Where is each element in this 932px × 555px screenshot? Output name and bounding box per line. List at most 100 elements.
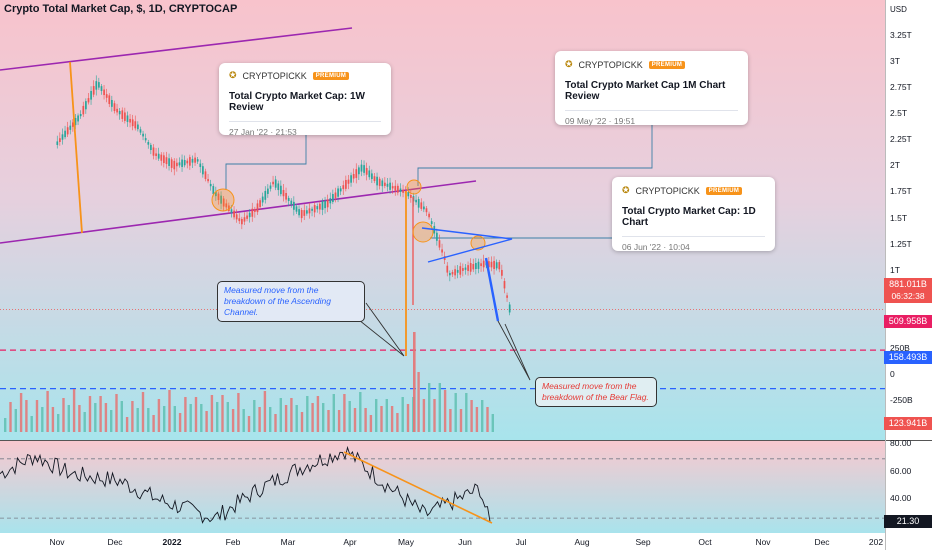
volume-bar bbox=[327, 410, 330, 432]
price-candle bbox=[95, 81, 98, 90]
volume-bar bbox=[62, 398, 65, 432]
price-candle bbox=[298, 209, 300, 216]
volume-bar bbox=[401, 397, 404, 432]
price-candle bbox=[438, 240, 441, 248]
price-axis-tick: 1.25T bbox=[890, 239, 912, 249]
volume-bar bbox=[279, 398, 282, 432]
price-candle bbox=[441, 249, 443, 253]
volume-bar bbox=[406, 404, 410, 432]
volume-bar bbox=[385, 399, 388, 432]
volume-bar bbox=[322, 403, 325, 432]
time-axis-tick: Nov bbox=[755, 537, 771, 547]
volume-bar bbox=[274, 414, 277, 432]
price-candle bbox=[295, 206, 298, 212]
time-axis-tick: Jun bbox=[458, 537, 472, 547]
price-candle bbox=[415, 199, 417, 203]
price-axis-tick: 3.25T bbox=[890, 30, 912, 40]
idea-card-1w-review[interactable]: ✪ CRYPTOPICKK PREMIUM Total Crypto Market … bbox=[219, 63, 391, 137]
price-candle bbox=[212, 186, 215, 195]
price-candle bbox=[196, 159, 199, 162]
time-axis-tick: Nov bbox=[49, 537, 65, 547]
rsi-line bbox=[0, 445, 491, 524]
volume-bar bbox=[110, 410, 113, 432]
idea-card-1d-chart[interactable]: ✪ CRYPTOPICKK PREMIUM Total Crypto Market … bbox=[612, 177, 775, 252]
price-axis-tick: 3T bbox=[890, 56, 900, 66]
volume-bar bbox=[438, 383, 441, 432]
channel-lower-line[interactable] bbox=[0, 180, 477, 244]
price-candle bbox=[155, 153, 157, 156]
time-axis-tick: Apr bbox=[343, 537, 356, 547]
blue-level-tag: 158.493B bbox=[884, 351, 932, 364]
volume-bar bbox=[433, 399, 436, 432]
bear-flag-pattern[interactable] bbox=[421, 227, 513, 263]
volume-bar bbox=[78, 405, 81, 432]
rsi-trendline[interactable] bbox=[343, 451, 493, 524]
volume-bar bbox=[51, 407, 55, 432]
channel-note[interactable]: Measured move from the breakdown of the … bbox=[217, 281, 365, 322]
volume-bar bbox=[4, 418, 7, 432]
time-axis-tick: Feb bbox=[226, 537, 241, 547]
price-candle bbox=[454, 269, 456, 276]
price-candle bbox=[261, 196, 264, 203]
price-candle bbox=[402, 189, 404, 193]
channel-upper-line[interactable] bbox=[0, 27, 353, 71]
idea-date: 06 Jun '22 · 10:04 bbox=[622, 242, 690, 252]
price-candle bbox=[462, 268, 464, 271]
marker-circle bbox=[470, 235, 486, 251]
volume-bar bbox=[104, 403, 108, 432]
idea-author: CRYPTOPICKK bbox=[242, 71, 307, 81]
volume-bar bbox=[396, 413, 399, 432]
volume-bar bbox=[295, 405, 298, 432]
price-axis-tick: 1.5T bbox=[890, 213, 907, 223]
price-candle bbox=[464, 267, 467, 270]
time-axis-tick: 202 bbox=[869, 537, 883, 547]
price-candle bbox=[287, 197, 290, 202]
volume-bar bbox=[141, 392, 145, 432]
price-candle bbox=[269, 185, 272, 189]
price-candle bbox=[472, 264, 475, 270]
price-candle bbox=[191, 158, 194, 163]
price-candle bbox=[498, 262, 501, 270]
volume-tag: 123.941B bbox=[884, 417, 932, 430]
volume-bar bbox=[46, 391, 49, 432]
price-axis-tick: 2.75T bbox=[890, 82, 912, 92]
price-candle bbox=[92, 86, 95, 95]
price-candle bbox=[267, 188, 269, 194]
price-candle bbox=[134, 121, 137, 129]
price-axis-currency: USD bbox=[890, 5, 907, 14]
idea-date: 09 May '22 · 19:51 bbox=[565, 116, 636, 126]
price-candle bbox=[290, 200, 293, 205]
volume-bar bbox=[115, 394, 118, 432]
idea-title: Total Crypto Market Cap: 1W Review bbox=[229, 91, 365, 113]
volume-bar bbox=[168, 390, 171, 432]
price-candle bbox=[376, 176, 378, 186]
marker-circle bbox=[412, 221, 434, 243]
price-candle bbox=[126, 115, 129, 122]
price-candle bbox=[103, 89, 105, 96]
price-candle bbox=[337, 188, 339, 197]
price-candle bbox=[384, 182, 386, 186]
price-candle bbox=[168, 158, 170, 166]
idea-card-1m-review[interactable]: ✪ CRYPTOPICKK PREMIUM Total Crypto Market … bbox=[555, 51, 748, 126]
price-candle bbox=[222, 198, 225, 207]
price-candle bbox=[121, 110, 124, 119]
volume-bar bbox=[178, 413, 182, 432]
bear-flag-note[interactable]: Measured move from the breakdown of the … bbox=[535, 377, 657, 407]
price-candle bbox=[389, 182, 391, 190]
price-candle bbox=[371, 173, 373, 180]
price-candle bbox=[386, 183, 389, 187]
volume-bar bbox=[125, 417, 129, 432]
volume-bar bbox=[136, 408, 139, 432]
price-candle bbox=[69, 125, 72, 130]
price-candle bbox=[332, 194, 334, 203]
price-candle bbox=[116, 108, 118, 113]
volume-bar bbox=[57, 414, 60, 432]
price-candle bbox=[217, 193, 220, 200]
price-candle bbox=[246, 215, 248, 219]
projection-line[interactable] bbox=[484, 257, 500, 322]
volume-bar bbox=[332, 394, 335, 432]
price-candle bbox=[72, 122, 74, 127]
price-candle bbox=[360, 164, 363, 172]
